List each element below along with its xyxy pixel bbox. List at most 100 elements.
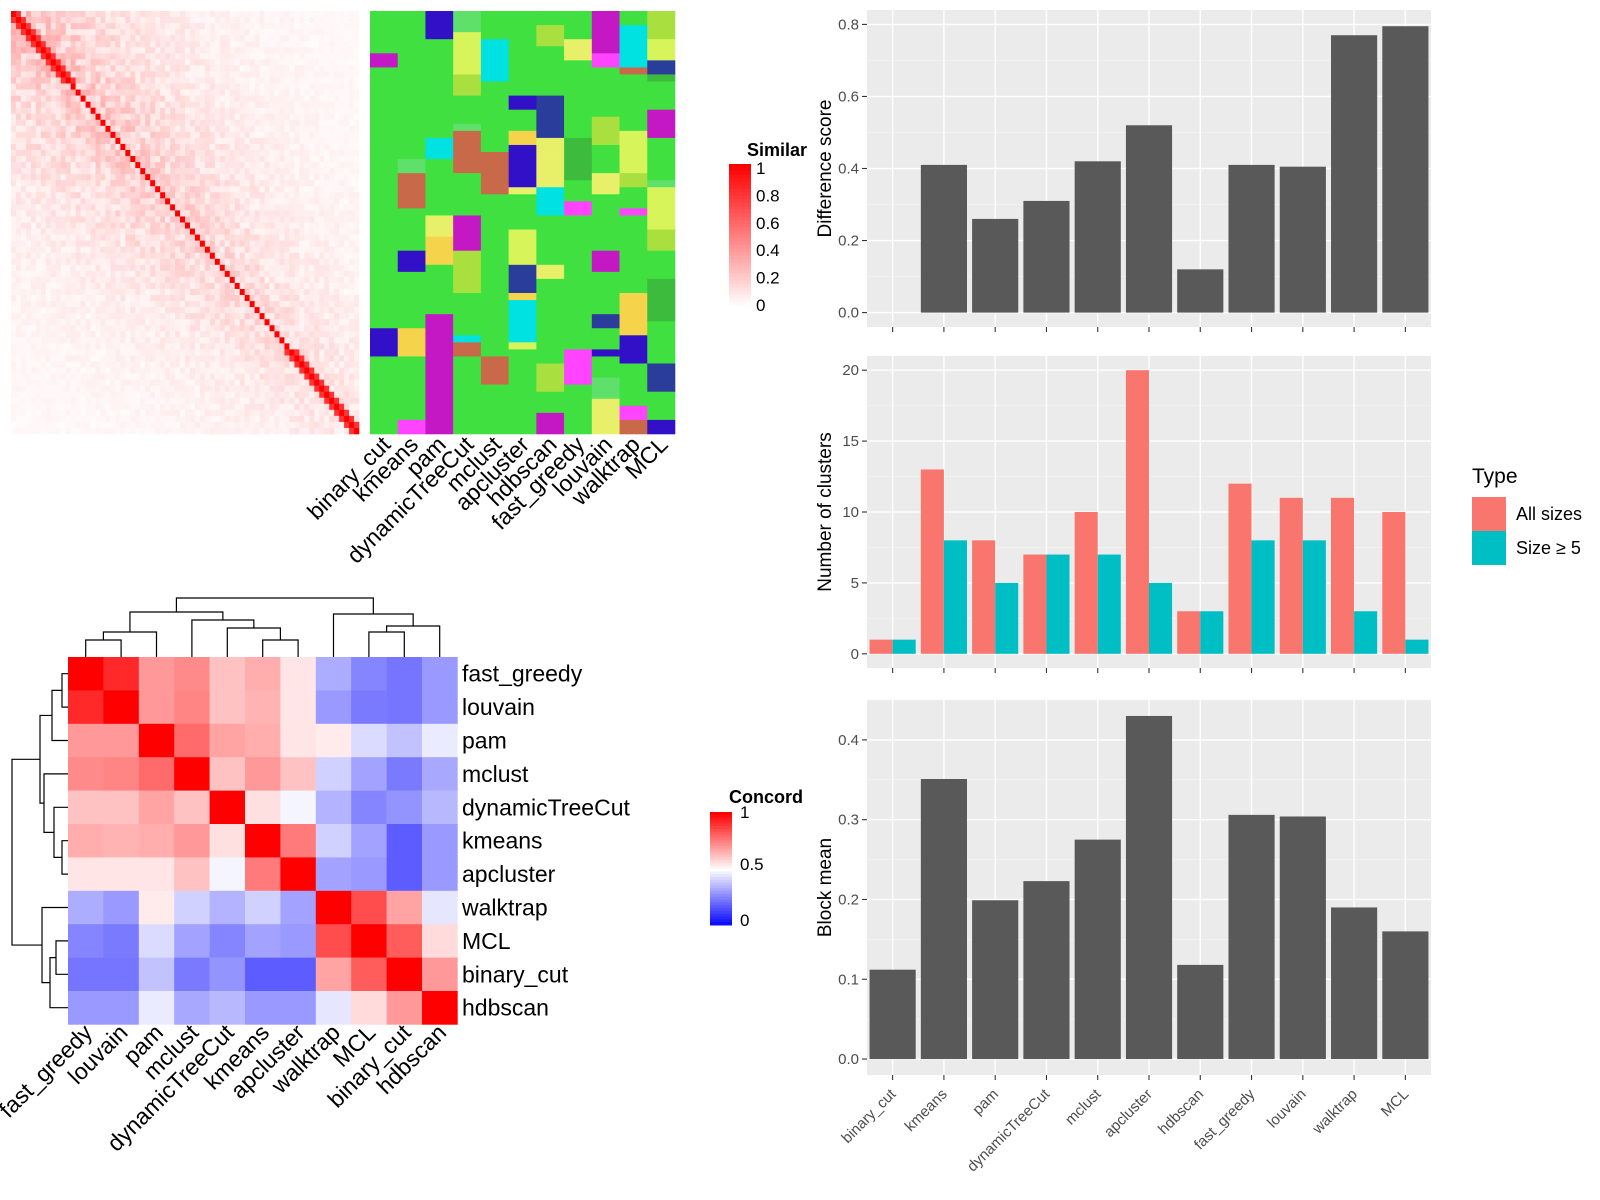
similarity-cell [125,107,131,115]
similarity-cell [289,391,295,399]
similarity-cell [95,355,101,362]
cluster-cell [397,173,426,209]
similarity-cell [45,216,52,223]
similarity-cell [344,343,350,350]
similarity-cell [194,71,201,78]
cluster-cell [370,74,399,110]
similarity-cell [269,125,275,133]
similarity-cell [150,367,156,374]
similarity-cell [209,234,216,241]
similarity-cell [309,198,315,205]
similarity-cell [269,295,275,302]
similarity-cell [309,174,315,181]
similarity-cell [175,101,181,108]
similarity-cell [120,355,126,362]
similarity-cell [175,337,181,344]
similarity-cell [274,41,280,48]
similarity-cell [254,282,260,290]
similarity-cell [269,119,275,127]
similarity-cell [194,331,201,338]
similarity-cell [45,204,52,211]
similarity-cell [229,415,236,423]
similarity-cell [170,391,176,399]
similarity-cell [204,409,211,417]
similarity-cell [100,325,106,332]
similarity-cell [249,258,255,266]
similarity-cell [155,11,161,18]
similarity-cell [299,367,305,374]
similarity-cell [289,270,295,278]
similarity-cell [224,149,231,157]
similarity-cell [160,252,166,260]
similarity-cell [60,234,66,241]
similarity-cell [199,23,206,30]
similarity-cell [234,421,240,429]
similarity-cell [45,101,52,108]
similarity-cell [180,65,186,72]
similarity-cell [309,361,315,368]
similarity-cell [344,53,350,60]
similarity-cell [120,17,126,24]
similarity-cell [150,162,156,169]
similarity-cell [110,270,116,278]
similarity-cell [90,355,96,362]
similarity-cell [334,174,340,181]
similarity-cell [85,204,91,211]
similarity-cell [294,295,300,302]
similarity-cell [319,47,325,54]
similarity-cell [45,234,52,241]
similarity-cell [244,143,250,151]
similarity-cell [314,83,320,90]
similarity-cell [170,156,176,163]
similarity-cell [264,107,270,115]
similarity-cell [25,35,32,42]
similarity-cell [30,47,37,54]
similarity-cell [264,295,270,302]
similarity-cell [304,192,310,199]
similarity-cell [339,234,345,241]
similarity-cell [25,125,32,133]
similarity-cell [125,276,131,284]
similarity-cell [65,17,71,24]
similarity-cell [40,95,47,102]
similarity-cell [140,391,146,399]
similarity-cell [349,162,355,169]
similarity-cell [65,276,71,284]
similarity-cell [214,59,221,66]
similarity-cell [294,168,300,175]
similarity-cell [284,373,290,380]
similarity-cell [259,391,265,399]
similarity-cell [50,47,57,54]
similarity-cell [249,131,255,139]
similarity-cell [120,301,126,308]
similarity-cell [224,210,231,217]
similarity-cell [20,288,27,296]
similarity-cell [135,53,141,60]
similarity-cell [229,403,236,411]
similarity-cell [269,373,275,380]
similarity-cell [189,137,196,145]
similarity-cell [160,379,166,386]
similarity-cell [279,427,285,435]
similarity-cell [155,325,161,332]
similarity-cell [35,156,42,163]
similarity-cell [105,361,111,368]
cluster-cell [480,426,509,435]
similarity-cell [50,391,57,399]
cluster-cell [397,391,426,421]
similarity-cell [239,313,245,320]
similarity-cell [199,47,206,54]
similarity-cell [85,234,91,241]
similarity-cell [219,379,226,386]
similarity-cell [40,107,47,115]
similarity-cell [165,119,171,127]
similarity-cell [324,35,330,42]
similarity-cell [224,216,231,223]
similarity-cell [199,252,206,260]
similarity-cell [140,143,146,151]
similarity-cell [135,156,141,163]
similarity-cell [349,35,355,42]
similarity-cell [209,156,216,163]
similarity-cell [175,174,181,181]
similarity-cell [35,35,42,42]
